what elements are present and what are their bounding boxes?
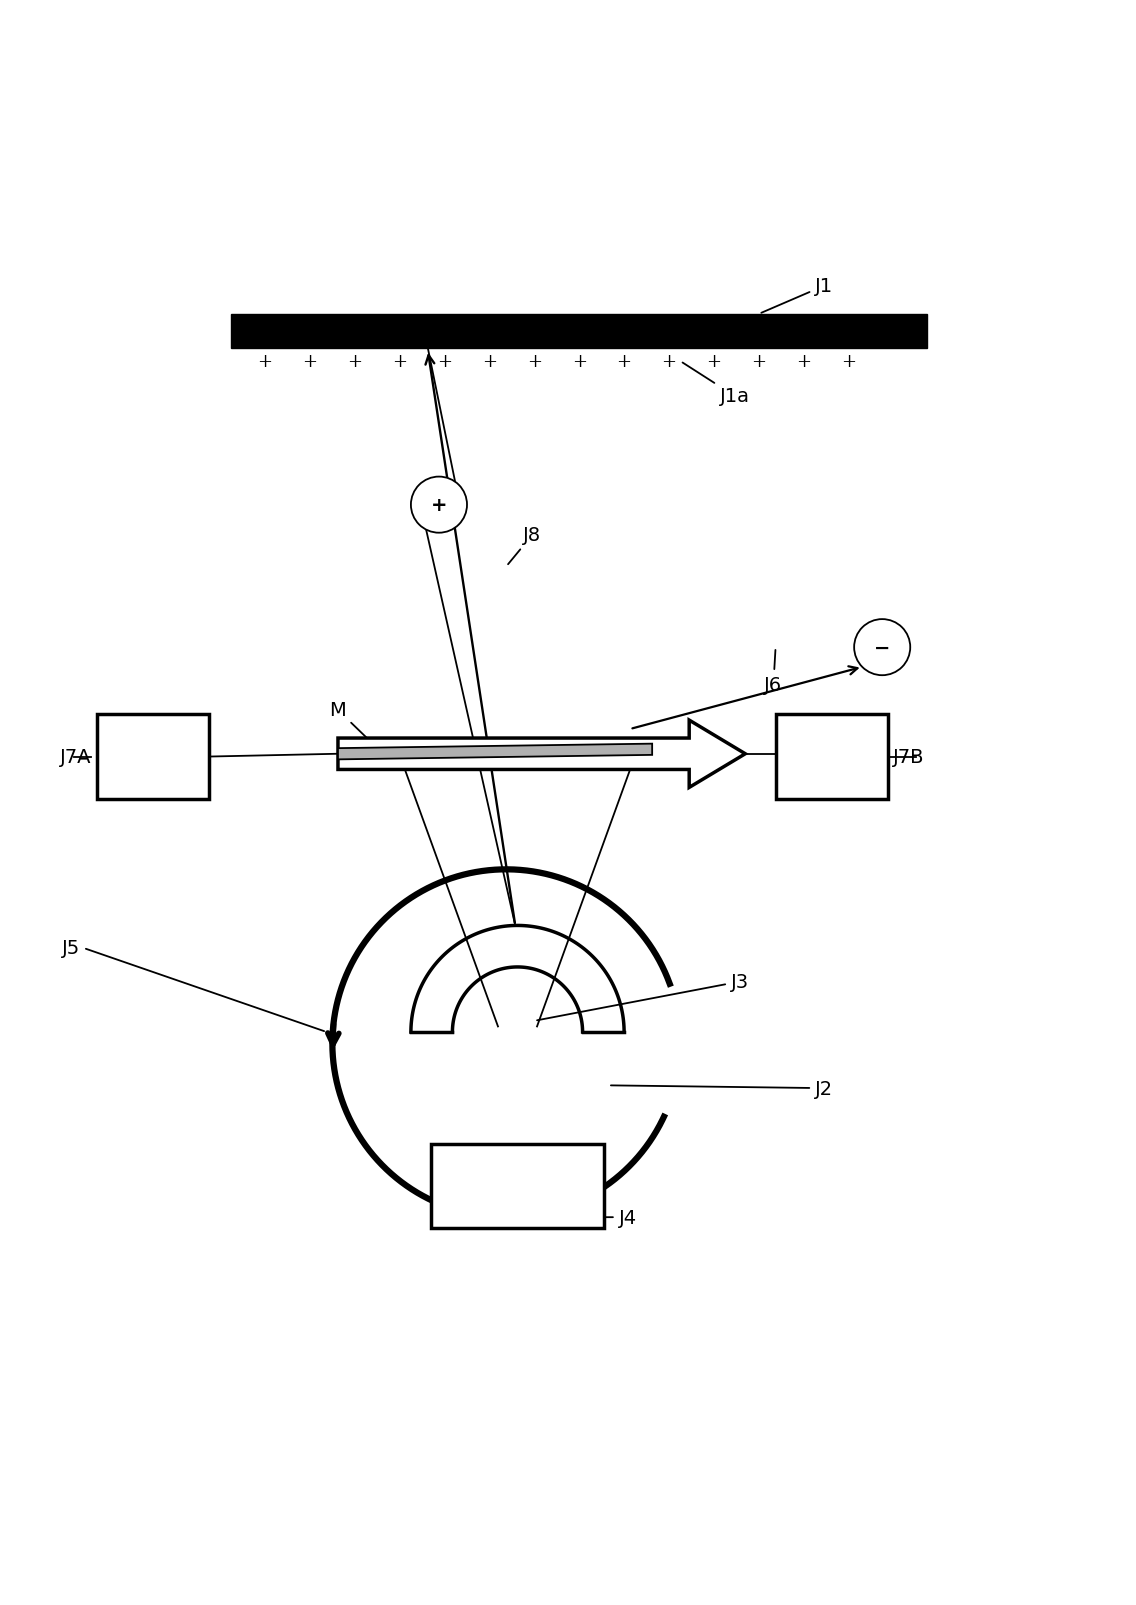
Text: +: + <box>302 353 317 371</box>
Text: +: + <box>617 353 632 371</box>
Text: J6: J6 <box>765 650 783 695</box>
Text: J4: J4 <box>532 1209 636 1226</box>
Bar <box>431 1144 604 1229</box>
Text: +: + <box>796 353 811 371</box>
Text: +: + <box>392 353 407 371</box>
Text: J5: J5 <box>61 939 80 958</box>
Text: J3: J3 <box>537 973 749 1021</box>
Text: J7A: J7A <box>59 748 91 767</box>
Text: J2: J2 <box>611 1079 833 1098</box>
Circle shape <box>411 477 467 533</box>
Text: +: + <box>661 353 677 371</box>
Circle shape <box>854 620 910 676</box>
Text: J1: J1 <box>761 278 833 313</box>
Text: +: + <box>571 353 586 371</box>
Text: J1a: J1a <box>683 363 750 406</box>
Text: J7B: J7B <box>893 748 925 767</box>
Text: +: + <box>841 353 857 371</box>
Text: +: + <box>527 353 542 371</box>
Text: M: M <box>329 701 369 742</box>
Text: +: + <box>751 353 767 371</box>
Text: +: + <box>431 496 448 515</box>
Text: +: + <box>258 353 273 371</box>
Bar <box>232 315 927 348</box>
Text: +: + <box>348 353 362 371</box>
Polygon shape <box>339 745 652 759</box>
Polygon shape <box>339 721 745 788</box>
Text: +: + <box>482 353 496 371</box>
Text: J8: J8 <box>508 526 541 565</box>
Bar <box>776 716 888 799</box>
Text: +: + <box>437 353 452 371</box>
Text: −: − <box>874 639 891 656</box>
Text: +: + <box>707 353 721 371</box>
Bar <box>97 716 209 799</box>
